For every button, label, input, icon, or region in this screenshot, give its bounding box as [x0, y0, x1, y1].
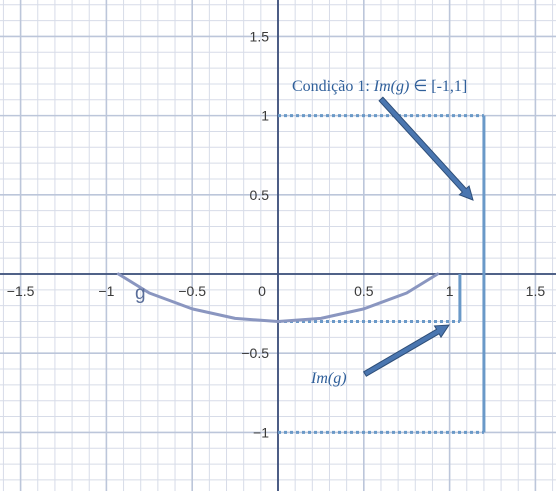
arrow-condition — [378, 96, 474, 201]
arrow-img — [363, 324, 450, 377]
function-label: g — [135, 283, 146, 304]
annotation-img: Im(g) — [310, 324, 450, 387]
x-tick-label: −1 — [98, 283, 114, 299]
annotation-condition-text: Condição 1: Im(g) ∈ [-1,1] — [292, 78, 467, 95]
x-tick-label: 1.5 — [526, 283, 546, 299]
annotation-img-text: Im(g) — [310, 370, 347, 387]
y-tick-label: 1 — [261, 108, 269, 124]
x-tick-label: 0 — [258, 283, 266, 299]
y-tick-label: −1 — [253, 424, 269, 440]
x-tick-label: −1.5 — [7, 283, 35, 299]
function-g-curve — [116, 272, 440, 324]
y-tick-label: −0.5 — [241, 345, 269, 361]
y-tick-label: 1.5 — [250, 28, 270, 44]
annotation-condition: Condição 1: Im(g) ∈ [-1,1] — [292, 78, 474, 201]
x-tick-label: 0.5 — [354, 283, 374, 299]
dotted-guides — [278, 114, 484, 434]
tick-labels: −1.5 −1 −0.5 0 0.5 1 1.5 −1 −0.5 0.5 1 1.5 — [7, 28, 546, 440]
x-tick-label: 1 — [446, 283, 454, 299]
x-tick-label: −0.5 — [178, 283, 206, 299]
function-curve — [116, 272, 440, 324]
range-bars — [458, 115, 486, 433]
y-tick-label: 0.5 — [250, 187, 270, 203]
